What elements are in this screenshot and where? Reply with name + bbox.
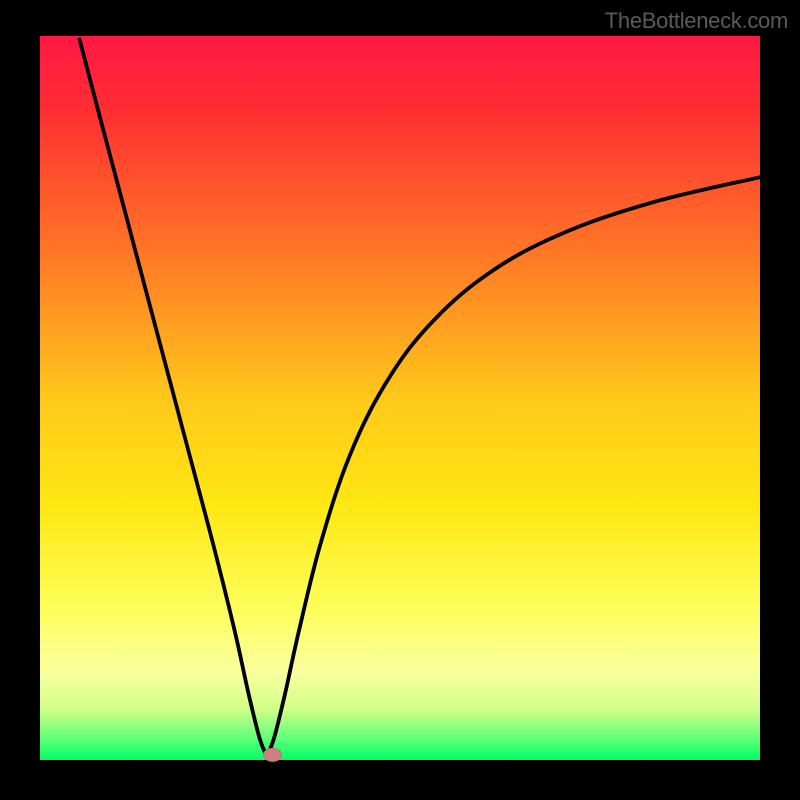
- bottleneck-chart: TheBottleneck.com: [0, 0, 800, 800]
- watermark-text: TheBottleneck.com: [605, 8, 788, 34]
- chart-svg: [0, 0, 800, 800]
